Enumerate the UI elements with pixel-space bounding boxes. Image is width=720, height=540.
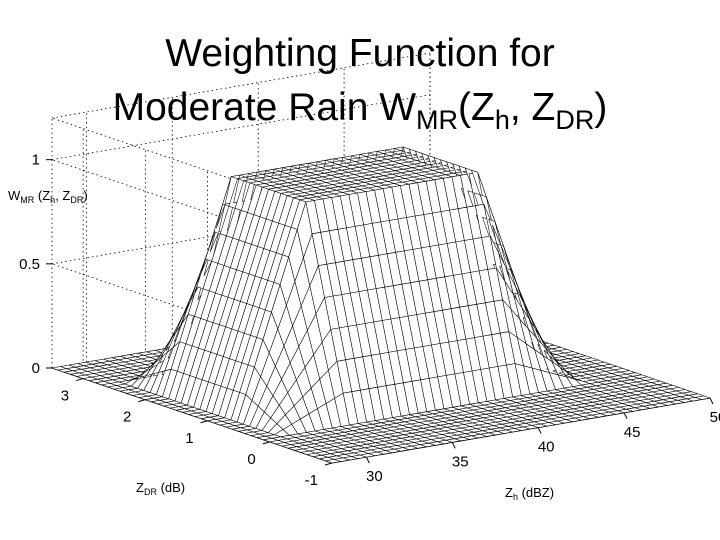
z-tick-label: 0.5 — [19, 256, 40, 273]
z-tick-label: 0 — [32, 360, 40, 377]
y-tick-mark — [200, 420, 208, 424]
surface-cell — [694, 395, 711, 400]
chart-title-line1: Weighting Function for — [165, 32, 555, 75]
x-tick-mark — [451, 442, 456, 449]
x-tick-mark — [537, 427, 542, 434]
x-tick-label: 35 — [452, 453, 469, 470]
y-tick-label: 3 — [61, 388, 69, 405]
y-tick-mark — [75, 378, 84, 382]
x-tick-label: 50 — [710, 409, 720, 426]
x-tick-label: 45 — [624, 424, 641, 441]
y-tick-label: 2 — [123, 409, 131, 426]
chart-title-line2: Moderate Rain WMR(Zh, ZDR) — [112, 86, 608, 135]
y-tick-mark — [138, 399, 146, 403]
x-axis-label: Zh (dBZ) — [505, 485, 554, 502]
y-tick-label: 1 — [185, 430, 193, 447]
y-tick-mark — [324, 462, 333, 466]
y-tick-label: 0 — [247, 451, 255, 468]
surface-mesh — [51, 146, 711, 464]
x-tick-label: 30 — [366, 468, 383, 485]
x-tick-mark — [623, 412, 628, 419]
z-tick-label: 1 — [32, 152, 40, 169]
x-tick-mark — [709, 397, 714, 405]
x-tick-label: 40 — [538, 439, 555, 456]
z-axis-label: WMR (Zh, ZDR) — [8, 188, 88, 205]
y-axis-label: ZDR (dB) — [136, 480, 185, 497]
back-top-edge — [51, 52, 431, 119]
x-tick-mark — [365, 456, 370, 464]
y-tick-mark — [262, 441, 270, 445]
y-tick-label: -1 — [305, 472, 318, 489]
wall-gridline-z — [51, 94, 431, 161]
